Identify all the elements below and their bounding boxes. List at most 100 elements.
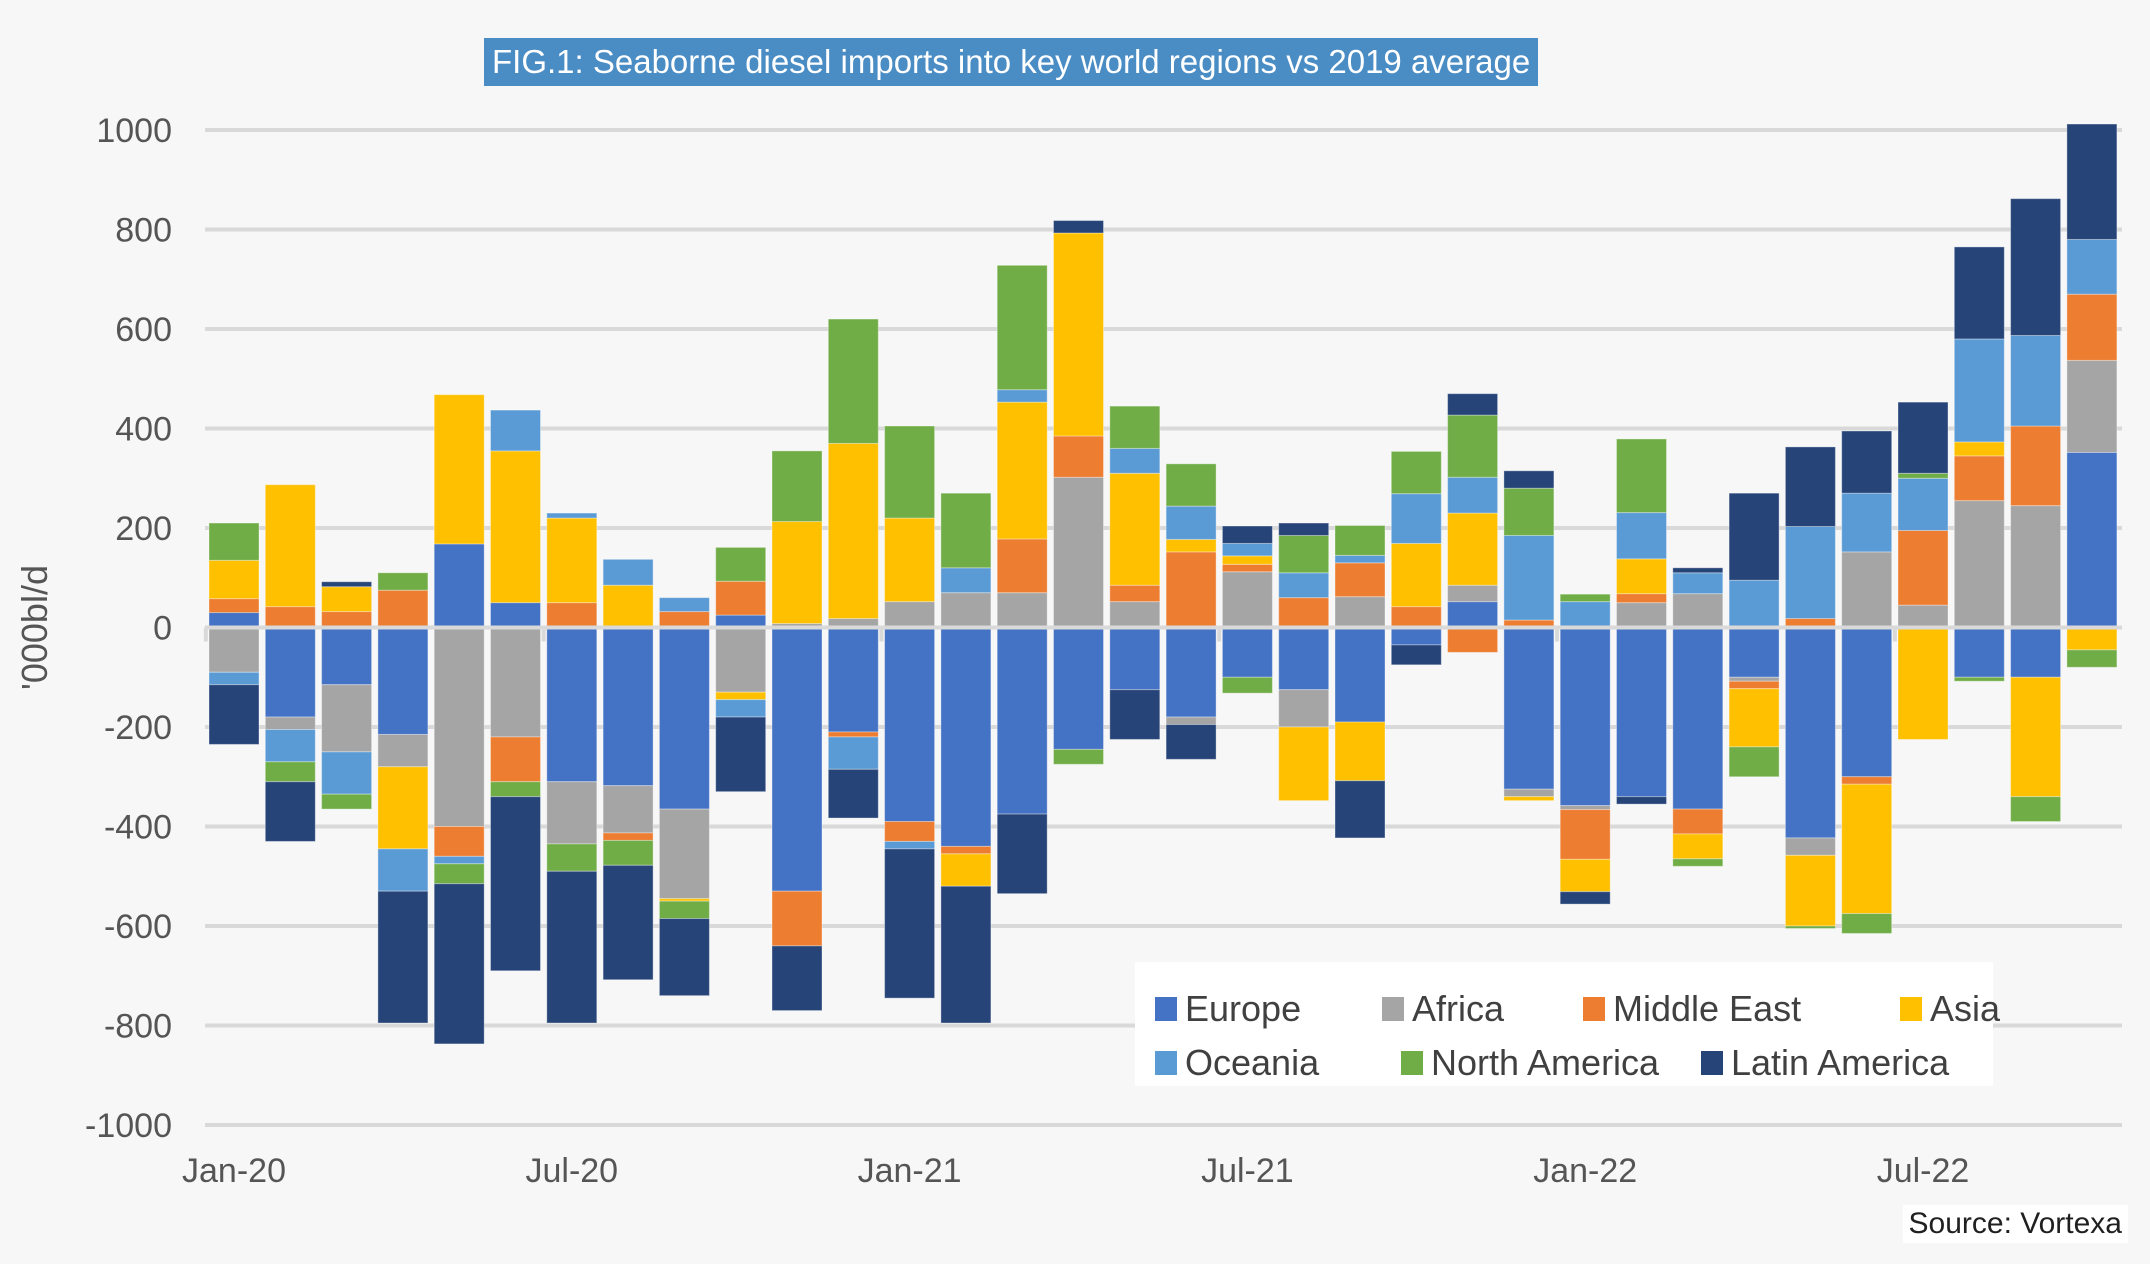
bar-stack-Jul-22 bbox=[1897, 401, 1949, 740]
legend-swatch bbox=[1155, 1051, 1177, 1075]
bar-segment-north-america bbox=[715, 546, 767, 582]
bar-segment-middle-east bbox=[1447, 627, 1499, 653]
bar-stack-Nov-21 bbox=[1447, 393, 1499, 653]
bar-segment-africa bbox=[1728, 676, 1780, 682]
bar-segment-oceania bbox=[658, 597, 710, 613]
bar-segment-africa bbox=[377, 733, 429, 768]
bar-segment-oceania bbox=[1559, 601, 1611, 629]
bar-segment-north-america bbox=[1672, 858, 1724, 867]
bar-segment-north-america bbox=[1616, 438, 1667, 514]
bar-segment-africa bbox=[1784, 837, 1836, 856]
bar-segment-europe bbox=[264, 627, 316, 718]
bar-segment-latin-america bbox=[1221, 525, 1273, 544]
bar-segment-asia bbox=[1278, 726, 1330, 802]
bar-segment-north-america bbox=[1953, 676, 2005, 682]
bar-segment-north-america bbox=[658, 900, 710, 920]
bar-segment-asia bbox=[940, 853, 992, 887]
bar-segment-oceania bbox=[602, 558, 654, 586]
bar-stack-Jan-22 bbox=[1559, 593, 1611, 905]
bar-segment-middle-east bbox=[264, 606, 316, 628]
bar-stack-Dec-21 bbox=[1503, 470, 1555, 802]
bar-segment-latin-america bbox=[2010, 198, 2062, 336]
bar-segment-europe bbox=[1109, 627, 1161, 691]
bar-segment-asia bbox=[490, 450, 541, 604]
x-tick-label: Jul-21 bbox=[1201, 1152, 1294, 1190]
bar-stack-Mar-21 bbox=[996, 264, 1048, 895]
bar-segment-europe bbox=[1334, 627, 1386, 723]
bar-segment-africa bbox=[1559, 805, 1611, 811]
y-tick-label: 600 bbox=[115, 311, 172, 349]
legend-item-africa: Africa bbox=[1382, 988, 1504, 1030]
legend-label: Europe bbox=[1185, 988, 1302, 1029]
bar-segment-europe bbox=[1784, 627, 1836, 839]
bar-segment-europe bbox=[377, 627, 429, 735]
bar-segment-oceania bbox=[208, 671, 260, 686]
bar-segment-middle-east bbox=[1109, 584, 1161, 603]
x-tick-label: Jan-20 bbox=[182, 1152, 286, 1190]
bar-segment-oceania bbox=[1390, 493, 1442, 544]
bar-segment-asia bbox=[546, 517, 598, 604]
bar-stack-Jun-20 bbox=[490, 409, 541, 972]
bar-stack-Oct-21 bbox=[1390, 450, 1442, 666]
bar-segment-asia bbox=[2010, 676, 2062, 798]
bar-segment-africa bbox=[884, 601, 936, 629]
bar-segment-asia bbox=[433, 394, 485, 545]
chart-title: FIG.1: Seaborne diesel imports into key … bbox=[484, 38, 1539, 86]
bar-segment-africa bbox=[1841, 551, 1893, 629]
bar-segment-middle-east bbox=[2066, 293, 2118, 361]
bar-segment-africa bbox=[433, 627, 485, 827]
bar-segment-latin-america bbox=[996, 813, 1048, 895]
source-note: Source: Vortexa bbox=[1902, 1205, 2128, 1243]
bar-segment-oceania bbox=[1728, 579, 1780, 628]
legend-label: Middle East bbox=[1613, 988, 1802, 1029]
legend-swatch bbox=[1583, 997, 1605, 1021]
bar-segment-europe bbox=[208, 612, 260, 629]
bar-segment-africa bbox=[2066, 359, 2118, 453]
bar-segment-middle-east bbox=[1559, 809, 1611, 860]
bar-segment-north-america bbox=[1728, 746, 1780, 778]
bar-segment-north-america bbox=[1503, 487, 1555, 536]
bar-segment-asia bbox=[1109, 472, 1161, 586]
bar-stack-Oct-22 bbox=[2066, 123, 2118, 668]
bar-segment-middle-east bbox=[827, 731, 879, 738]
bar-segment-europe bbox=[602, 627, 654, 787]
legend-swatch bbox=[1382, 997, 1404, 1021]
bar-segment-oceania bbox=[1165, 505, 1217, 540]
bar-segment-north-america bbox=[1109, 405, 1161, 449]
bar-segment-middle-east bbox=[884, 821, 936, 842]
bar-segment-middle-east bbox=[602, 832, 654, 841]
bar-segment-asia bbox=[1053, 232, 1104, 437]
bar-segment-oceania bbox=[996, 389, 1048, 403]
bar-segment-asia bbox=[1334, 721, 1386, 782]
bar-segment-latin-america bbox=[1334, 780, 1386, 839]
bar-segment-north-america bbox=[771, 450, 823, 523]
bar-segment-europe bbox=[1841, 627, 1893, 778]
bar-stack-Apr-21 bbox=[1053, 220, 1104, 765]
bar-segment-oceania bbox=[1278, 572, 1330, 599]
bar-segment-oceania bbox=[884, 840, 936, 850]
bar-segment-oceania bbox=[715, 699, 767, 718]
legend-item-europe: Europe bbox=[1155, 988, 1301, 1030]
bar-segment-north-america bbox=[546, 843, 598, 872]
bar-segment-oceania bbox=[1953, 338, 2005, 443]
bar-segment-asia bbox=[208, 559, 260, 600]
y-tick-label: 400 bbox=[115, 411, 172, 449]
bar-segment-middle-east bbox=[377, 589, 429, 628]
bar-stack-Jun-22 bbox=[1841, 430, 1893, 934]
x-tick-label: Jul-20 bbox=[525, 1152, 618, 1190]
bar-segment-middle-east bbox=[1221, 563, 1273, 573]
bar-segment-north-america bbox=[884, 425, 936, 519]
bar-segment-africa bbox=[1672, 593, 1724, 628]
bar-segment-north-america bbox=[996, 264, 1048, 391]
bar-segment-middle-east bbox=[940, 845, 992, 855]
bar-segment-africa bbox=[996, 592, 1048, 628]
bar-segment-latin-america bbox=[490, 796, 541, 972]
legend-swatch bbox=[1401, 1051, 1423, 1075]
bar-segment-europe bbox=[996, 627, 1048, 815]
bar-segment-north-america bbox=[1278, 534, 1330, 574]
bar-segment-latin-america bbox=[771, 945, 823, 1012]
bar-stack-Aug-20 bbox=[602, 558, 654, 981]
bar-segment-north-america bbox=[1221, 676, 1273, 694]
bar-segment-middle-east bbox=[1390, 606, 1442, 628]
bar-segment-north-america bbox=[1784, 925, 1836, 929]
